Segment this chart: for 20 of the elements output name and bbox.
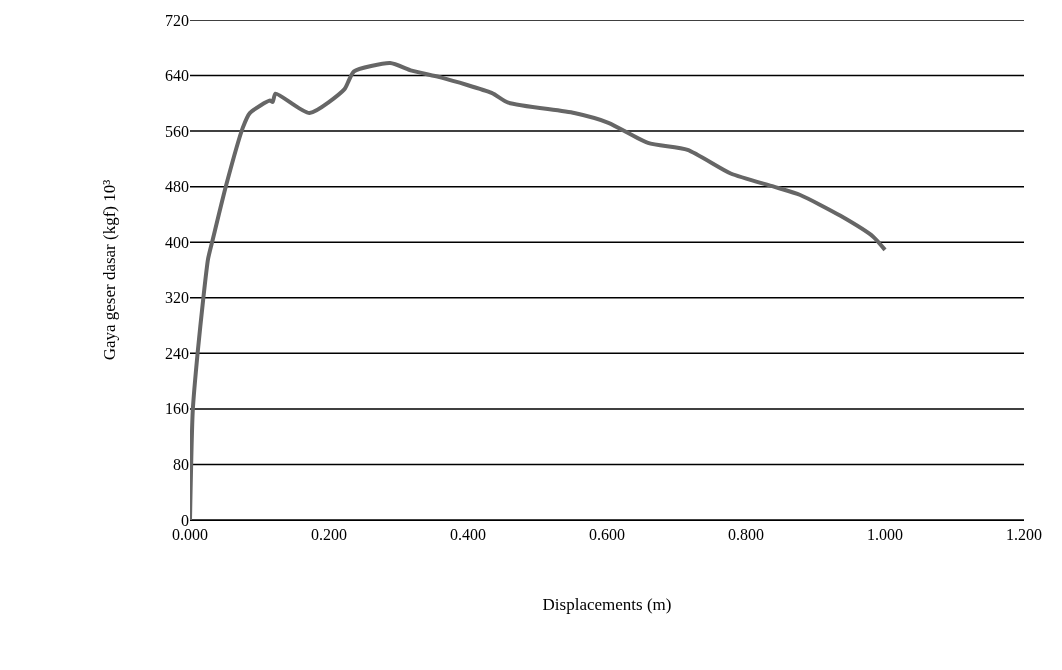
x-tick-label: 0.600 (589, 526, 625, 544)
y-tick-label: 320 (165, 289, 189, 307)
x-tick-label: 1.200 (1006, 526, 1042, 544)
y-tick-label: 560 (165, 122, 189, 140)
y-tick-label: 480 (165, 178, 189, 196)
y-tick-label: 160 (165, 400, 189, 418)
line-series (190, 61, 887, 520)
y-tick-label: 400 (165, 233, 189, 251)
x-tick-label: 0.200 (311, 526, 347, 544)
y-tick-label: 640 (165, 67, 189, 85)
y-tick-label: 80 (173, 456, 189, 474)
y-tick-label: 720 (165, 11, 189, 29)
y-tick-label: 0 (181, 511, 189, 529)
x-tick-label: 0.400 (450, 526, 486, 544)
x-axis-title: Displacements (m) (542, 594, 672, 614)
x-tick-label: 1.000 (867, 526, 903, 544)
y-axis-title: Gaya geser dasar (kgf) 10³ (99, 179, 119, 361)
x-tick-label: 0.000 (172, 526, 208, 544)
y-tick-label: 240 (165, 344, 189, 362)
x-tick-label: 0.800 (728, 526, 764, 544)
